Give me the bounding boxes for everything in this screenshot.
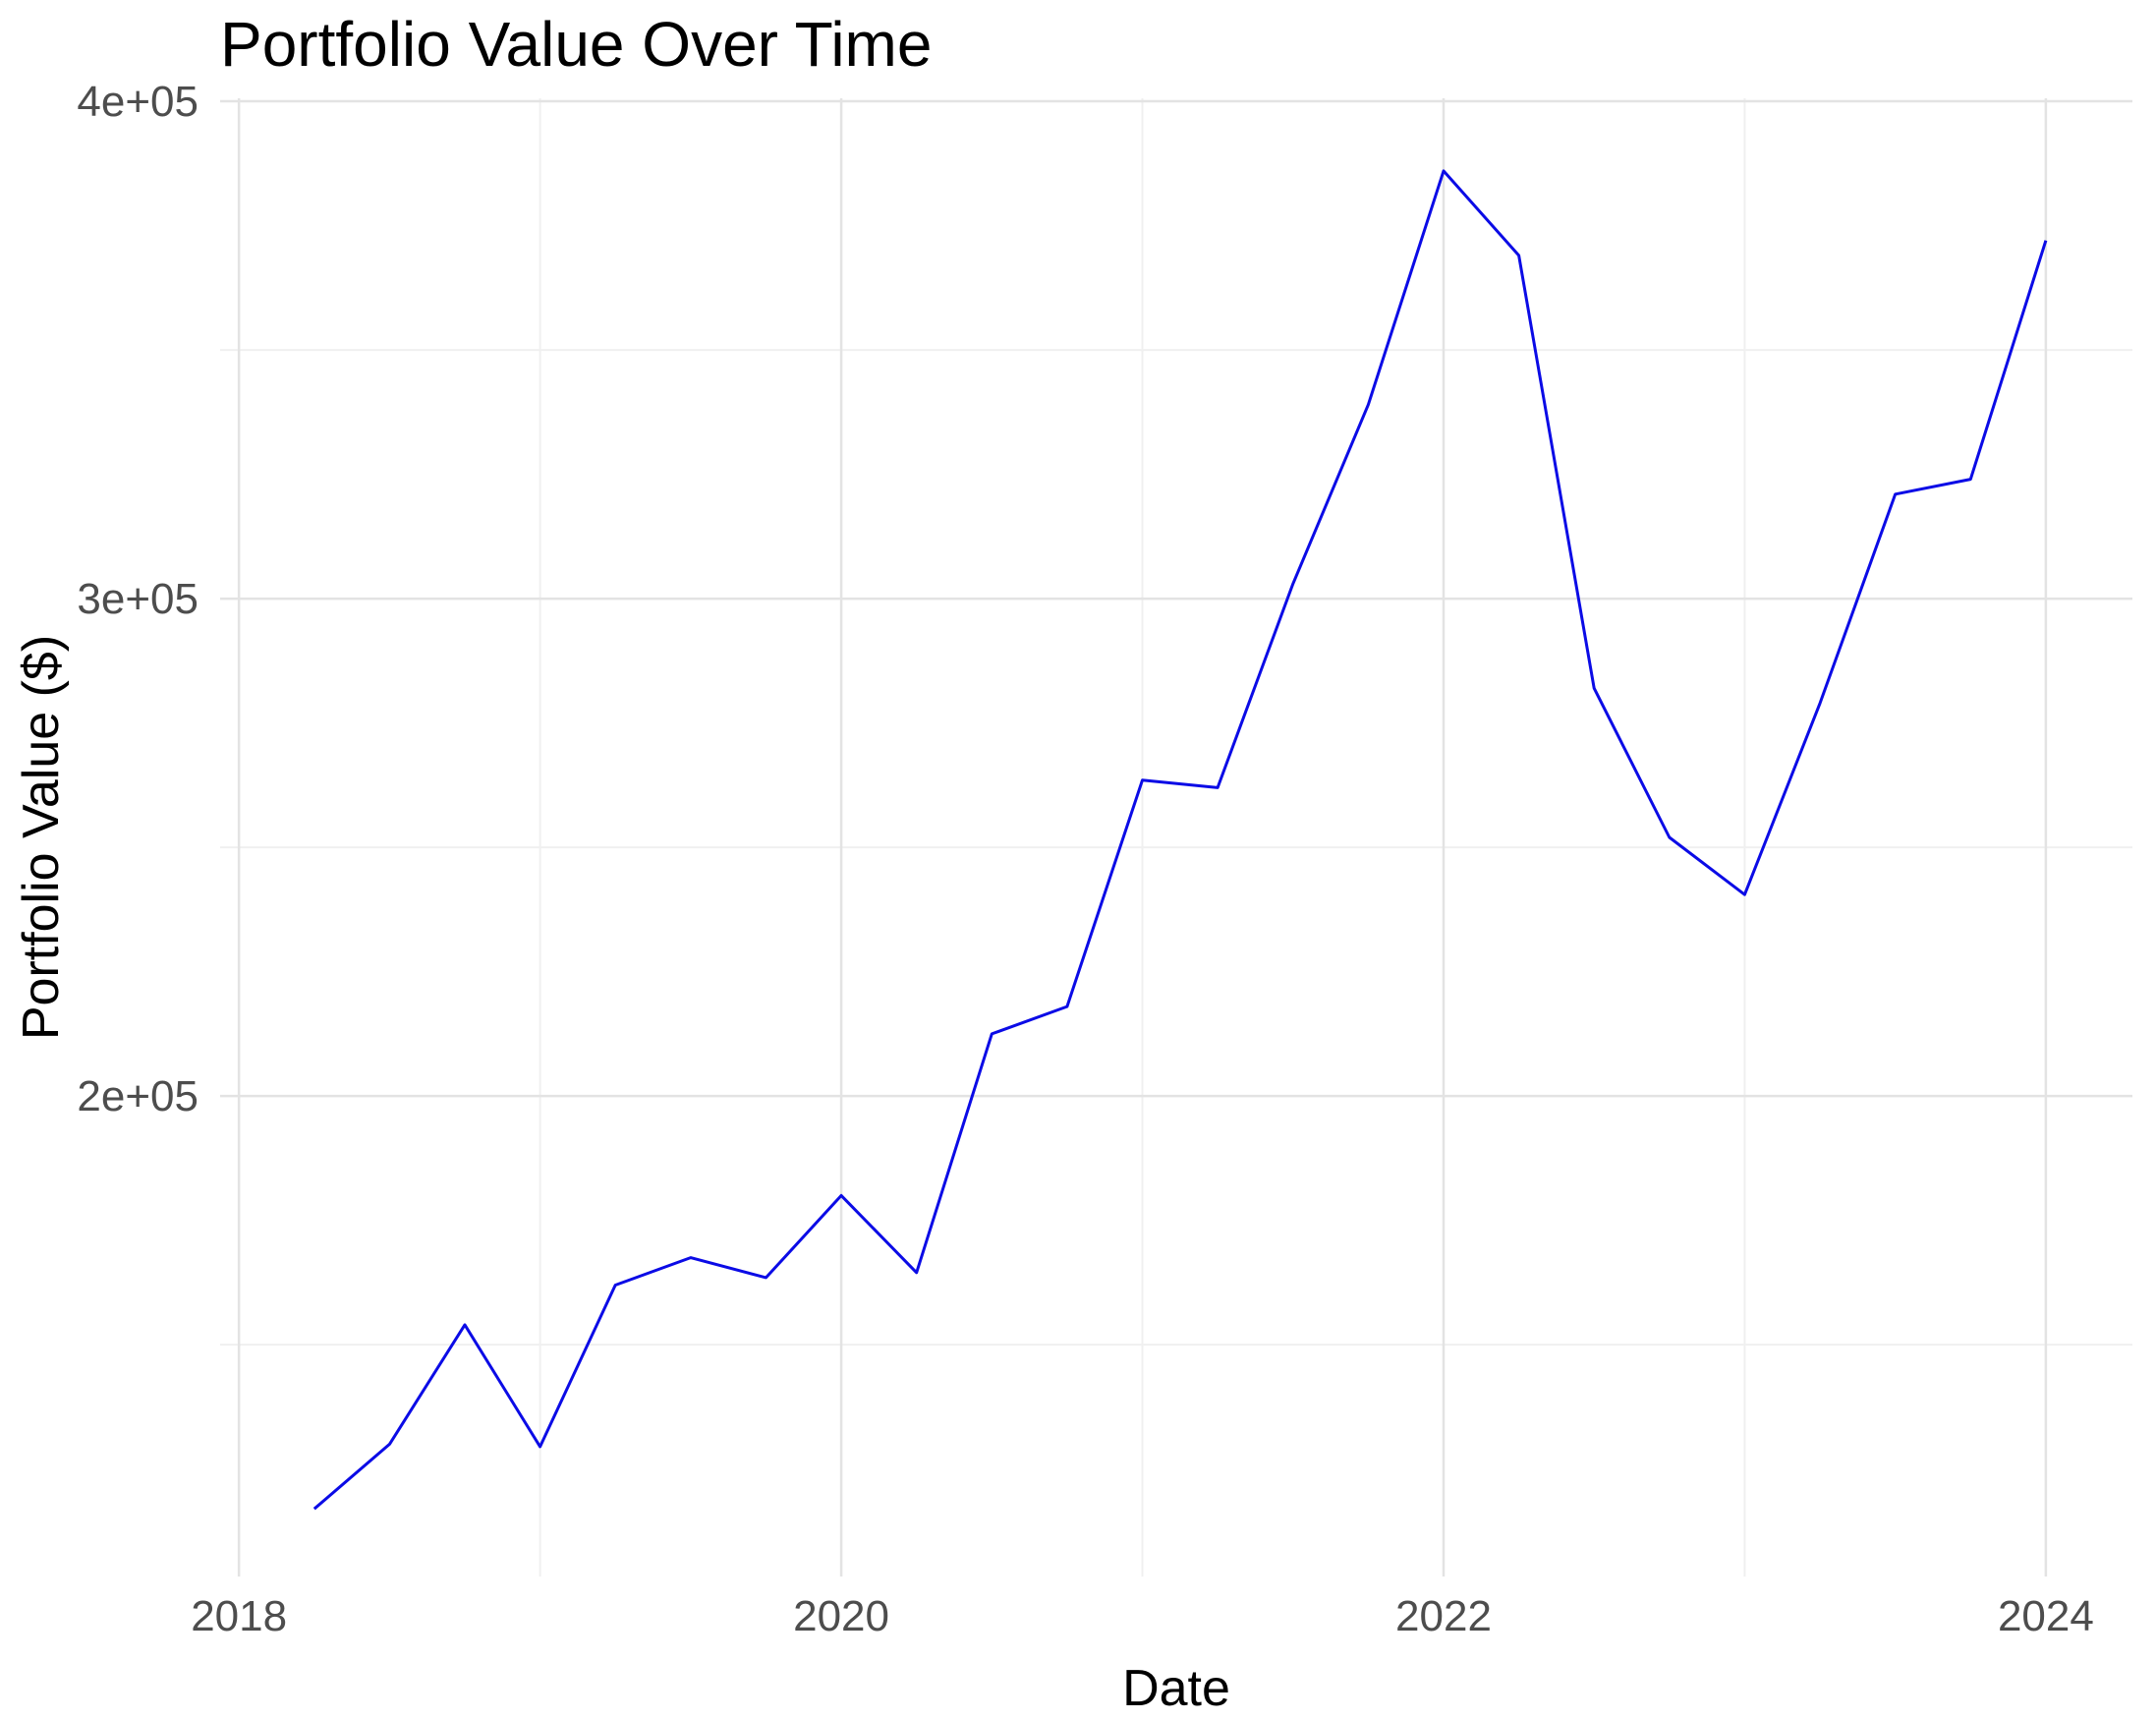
y-tick-label: 3e+05: [77, 575, 199, 623]
x-tick-label: 2022: [1395, 1592, 1492, 1640]
x-tick-label: 2018: [191, 1592, 287, 1640]
x-axis-title: Date: [0, 1659, 2156, 1718]
y-tick-label: 2e+05: [77, 1072, 199, 1120]
x-tick-label: 2024: [1998, 1592, 2094, 1640]
x-tick-label: 2020: [793, 1592, 889, 1640]
y-axis-title: Portfolio Value ($): [13, 634, 70, 1041]
chart-title: Portfolio Value Over Time: [220, 9, 933, 80]
series-line-Portfolio Value: [312, 169, 2048, 1511]
y-tick-label: 4e+05: [77, 78, 199, 126]
x-axis-title-text: Date: [1122, 1660, 1230, 1717]
